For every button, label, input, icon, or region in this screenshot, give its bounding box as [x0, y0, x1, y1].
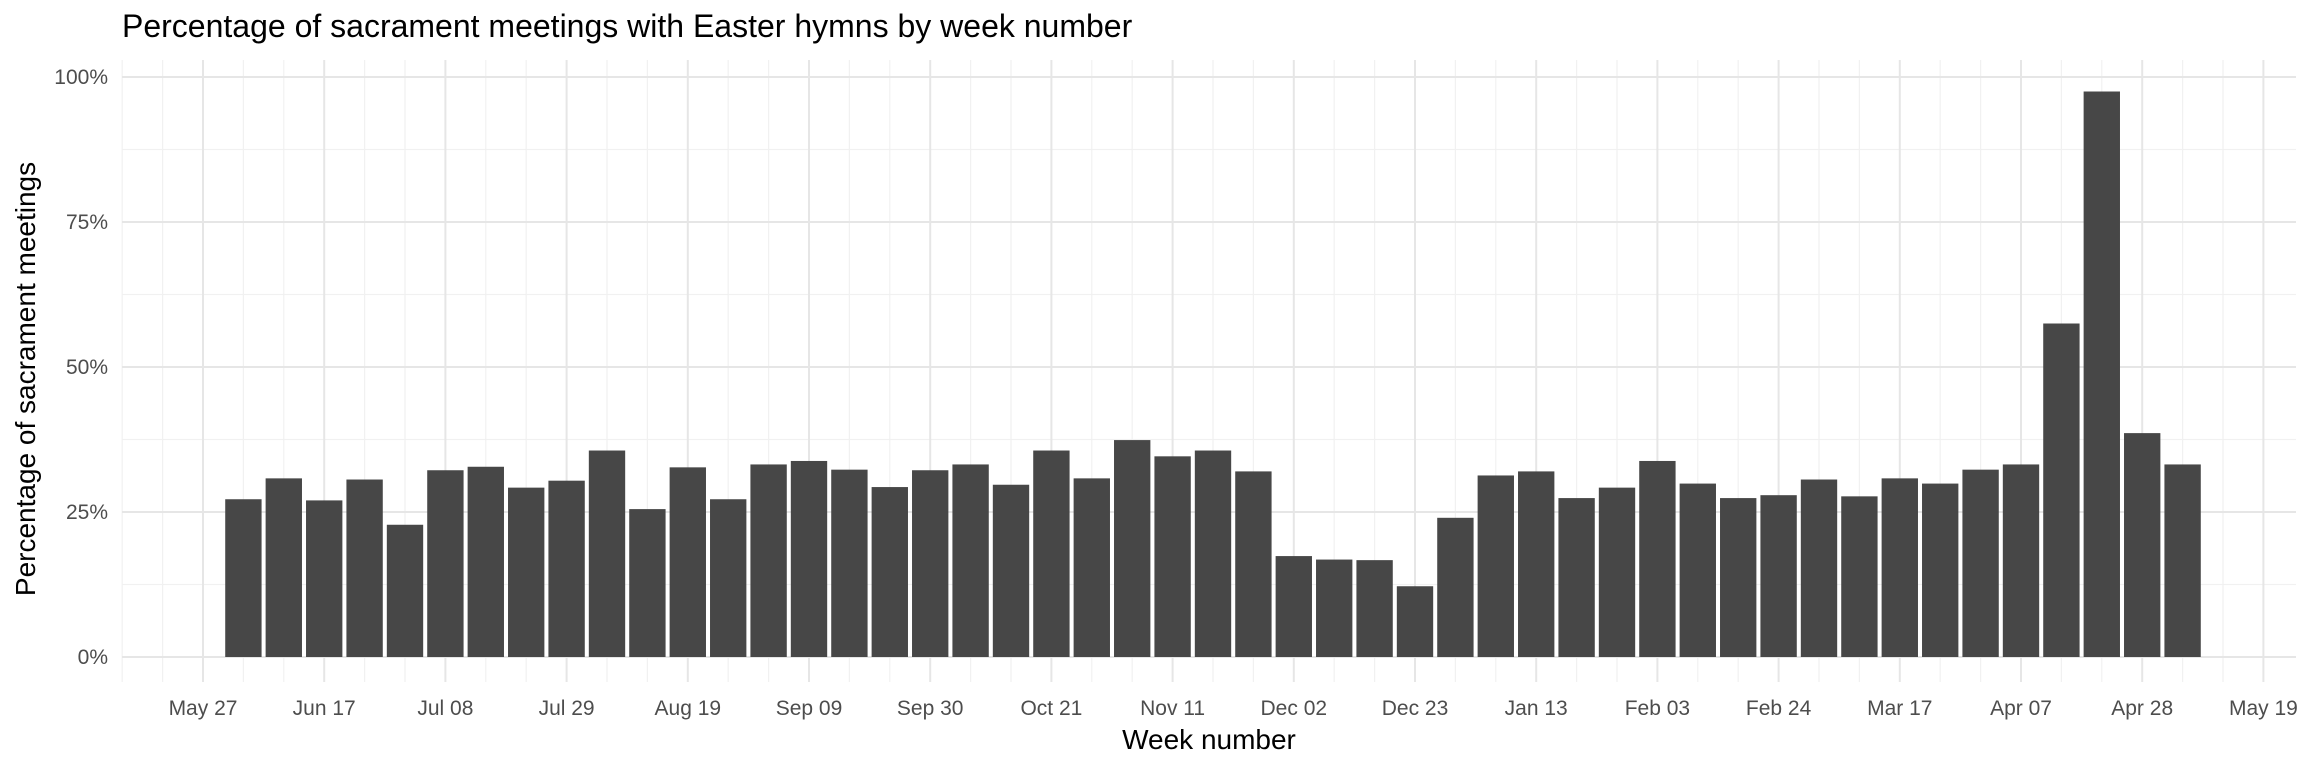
- x-tick-label: Feb 24: [1746, 697, 1812, 720]
- bar: [1477, 475, 1514, 657]
- bar: [1760, 495, 1797, 657]
- bar: [1720, 498, 1757, 657]
- bar: [2124, 433, 2161, 657]
- x-tick-label: Jun 17: [293, 697, 356, 720]
- x-tick-label: Apr 28: [2111, 697, 2173, 720]
- bar: [669, 467, 706, 657]
- y-tick-label: 50%: [66, 356, 108, 379]
- bar: [1881, 478, 1918, 657]
- bar: [750, 464, 787, 657]
- x-tick-label: Jul 08: [417, 697, 473, 720]
- x-tick-label: May 27: [169, 697, 238, 720]
- bar: [952, 464, 989, 657]
- bar: [1073, 478, 1110, 657]
- x-tick-label: Dec 02: [1261, 697, 1328, 720]
- bar: [1235, 471, 1272, 657]
- bar: [1316, 559, 1353, 657]
- bar: [1114, 440, 1151, 657]
- bar: [1558, 498, 1595, 657]
- y-tick-label: 25%: [66, 501, 108, 524]
- y-tick-label: 0%: [78, 646, 108, 669]
- bar: [1598, 487, 1636, 657]
- bar: [346, 479, 383, 657]
- bar: [548, 480, 585, 657]
- bar: [992, 484, 1030, 657]
- bar: [2083, 91, 2120, 657]
- bar: [1962, 469, 1999, 657]
- x-tick-label: May 19: [2229, 697, 2298, 720]
- bar: [225, 499, 262, 657]
- bar: [1396, 586, 1434, 657]
- x-tick-label: Jan 13: [1505, 697, 1568, 720]
- x-tick-label: Oct 21: [1020, 697, 1082, 720]
- x-axis-title: Week number: [1122, 724, 1296, 755]
- x-tick-label: Feb 03: [1625, 697, 1690, 720]
- bar: [912, 470, 949, 657]
- y-tick-label: 100%: [54, 66, 108, 89]
- bar: [1841, 496, 1878, 657]
- y-axis-ticks: 0% 25% 50% 75% 100%: [54, 66, 108, 669]
- bar: [2002, 464, 2040, 657]
- bar: [1639, 460, 1676, 657]
- bar: [588, 450, 626, 657]
- x-tick-label: Nov 11: [1140, 697, 1205, 720]
- x-tick-label: Aug 19: [655, 697, 722, 720]
- bar: [2164, 464, 2201, 657]
- bar: [1518, 471, 1555, 657]
- bar: [2043, 323, 2080, 657]
- bar: [265, 478, 302, 657]
- bars: [225, 91, 2201, 657]
- bar: [1356, 560, 1393, 657]
- chart-title: Percentage of sacrament meetings with Ea…: [122, 8, 1133, 44]
- bar: [871, 487, 908, 657]
- x-tick-label: Apr 07: [1990, 697, 2052, 720]
- x-tick-label: Sep 30: [897, 697, 964, 720]
- bar: [831, 469, 868, 657]
- y-axis-title: Percentage of sacrament meetings: [10, 162, 41, 596]
- x-tick-label: Sep 09: [776, 697, 843, 720]
- bar: [306, 500, 343, 657]
- bar: [1033, 450, 1070, 657]
- bar: [467, 466, 504, 657]
- x-tick-label: Mar 17: [1867, 697, 1932, 720]
- bar: [629, 509, 666, 657]
- bar: [427, 470, 464, 657]
- y-tick-label: 75%: [66, 211, 108, 234]
- bar: [790, 460, 828, 657]
- bar: [1922, 483, 1959, 657]
- x-tick-label: Dec 23: [1382, 697, 1449, 720]
- bar: [710, 499, 747, 657]
- x-tick-label: Jul 29: [539, 697, 595, 720]
- bar: [508, 487, 545, 657]
- bar: [1800, 479, 1838, 657]
- bar: [386, 524, 424, 657]
- bar: [1154, 456, 1191, 657]
- bar: [1679, 483, 1716, 657]
- bar: [1275, 556, 1312, 657]
- x-axis-ticks: May 27 Jun 17 Jul 08 Jul 29 Aug 19 Sep 09 Sep …: [169, 697, 2298, 720]
- bar: [1194, 450, 1232, 657]
- bar: [1437, 517, 1474, 657]
